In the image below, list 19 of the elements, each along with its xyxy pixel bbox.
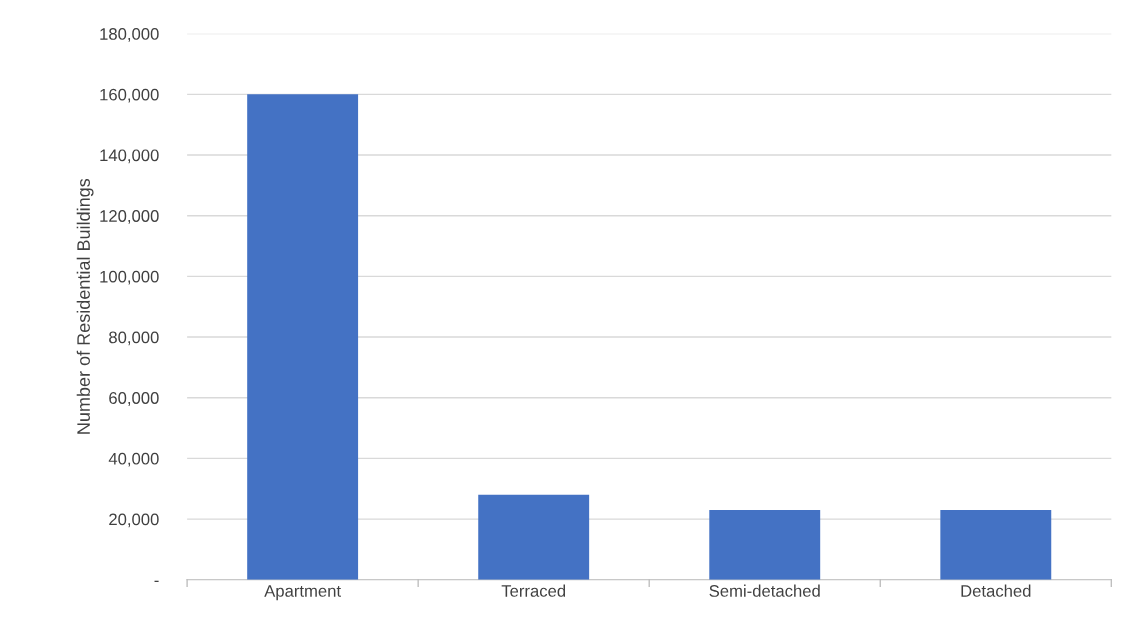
x-tick-label: Detached xyxy=(961,584,1031,597)
y-tick-label: 120,000 xyxy=(100,210,159,224)
y-tick-label: 100,000 xyxy=(100,270,159,285)
y-tick-label: 180,000 xyxy=(100,28,159,42)
bar xyxy=(940,509,1052,580)
x-tick-label: Apartment xyxy=(264,585,341,601)
y-tick-label: 20,000 xyxy=(109,513,159,528)
y-tick-label: 160,000 xyxy=(100,88,159,103)
bar xyxy=(478,494,590,580)
bar xyxy=(247,94,359,580)
x-tick-label: Semi-detached xyxy=(709,584,820,597)
x-tick-label: Terraced xyxy=(501,584,566,597)
y-tick-label: 80,000 xyxy=(109,331,159,346)
y-axis-title: Number of Residential Buildings xyxy=(76,178,94,434)
y-tick-label: - xyxy=(154,580,159,583)
y-tick-label: 140,000 xyxy=(100,149,159,164)
bar xyxy=(709,509,821,580)
y-tick-label: 40,000 xyxy=(108,452,159,467)
y-tick-label: 60,000 xyxy=(109,392,159,406)
